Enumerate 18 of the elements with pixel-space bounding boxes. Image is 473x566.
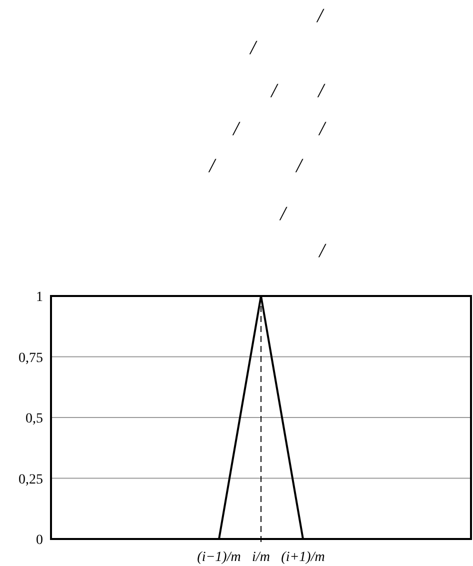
x-tick-label: (i+1)/m — [281, 550, 325, 565]
text: / — [279, 203, 288, 225]
x-tick-label: i/m — [252, 550, 270, 565]
y-tick-label: 1 — [36, 290, 43, 305]
text: / — [318, 240, 328, 262]
y-tick-label: 0 — [36, 533, 43, 548]
y-tick-label: 0,25 — [18, 472, 43, 488]
x-tick-label: (i−1)/m — [197, 550, 241, 565]
text: / — [317, 80, 326, 102]
y-tick-label: 0,5 — [26, 412, 43, 426]
y-tick-label: 0,75 — [18, 350, 43, 366]
text: / — [318, 118, 328, 140]
text: / — [249, 37, 258, 59]
text: / — [232, 118, 242, 140]
text: / — [295, 155, 304, 177]
text: / — [270, 80, 280, 102]
text: / — [208, 155, 218, 177]
text: / — [316, 5, 326, 27]
